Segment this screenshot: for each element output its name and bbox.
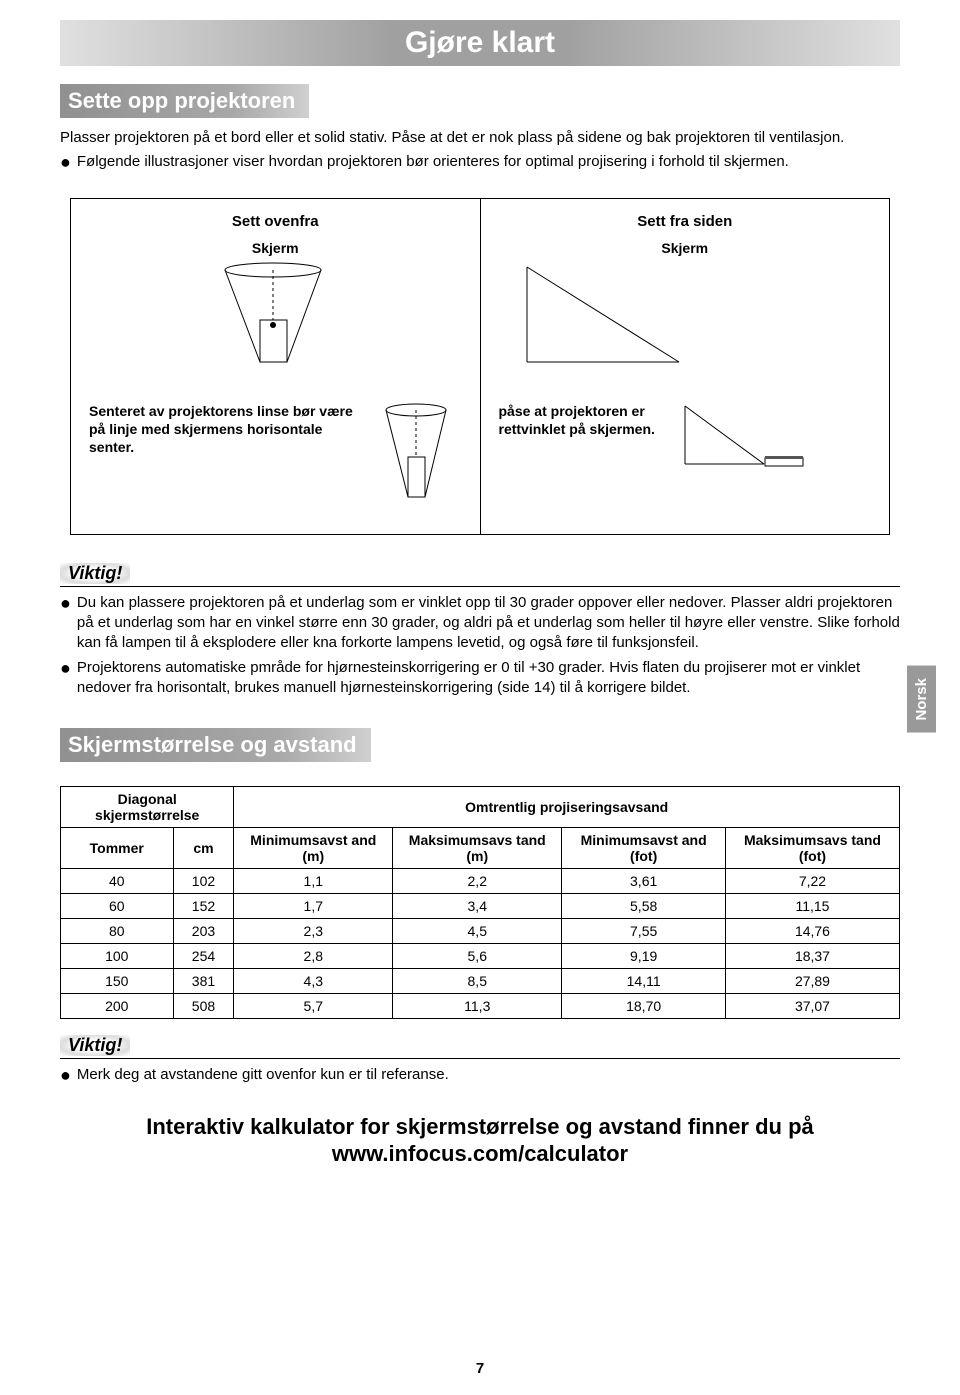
tbl-col1: Tommer [61,828,174,869]
tbl-col2: cm [173,828,234,869]
side-view-icon [519,262,699,372]
important1-b2: Projektorens automatiske pmråde for hjør… [77,658,900,699]
important-badge-1: Viktig! [60,563,130,584]
table-row: 1503814,38,514,1127,89 [61,969,900,994]
tbl-group1: Diagonal skjermstørrelse [61,787,234,828]
tbl-col3: Minimumsavst and (m) [234,828,393,869]
tbl-group2: Omtrentlig projiseringsavsand [234,787,900,828]
bullet-icon: ● [60,1065,71,1087]
side-view-small-icon [679,402,809,482]
intro-p1: Plasser projektoren på et bord eller et … [60,128,900,148]
divider [60,1058,900,1059]
footer-link-text: Interaktiv kalkulator for skjermstørrels… [60,1113,900,1168]
top-view-small-icon [372,402,462,512]
page-number: 7 [476,1360,484,1377]
top-view-icon [205,262,345,372]
important-badge-2: Viktig! [60,1035,130,1056]
tbl-col6: Maksimumsavs tand (fot) [725,828,899,869]
table-row: 802032,34,57,5514,76 [61,919,900,944]
language-tab: Norsk [907,666,936,733]
diagram-right-caption: påse at projektoren er rettvinklet på sk… [499,402,669,438]
table-row: 2005085,711,318,7037,07 [61,994,900,1019]
table-row: 401021,12,23,617,22 [61,869,900,894]
distance-table: Diagonal skjermstørrelse Omtrentlig proj… [60,786,900,1019]
diagram-right-col: Sett fra siden Skjerm påse at projektore… [481,199,890,534]
tbl-col5: Minimumsavst and (fot) [562,828,726,869]
tbl-col4: Maksimumsavs tand (m) [393,828,562,869]
diagram-container: Sett ovenfra Skjerm Senteret av projekto… [70,198,890,535]
important2-b1: Merk deg at avstandene gitt ovenfor kun … [77,1065,449,1085]
divider [60,586,900,587]
important1-b1: Du kan plassere projektoren på et underl… [77,593,900,654]
diagram-right-label: Skjerm [499,240,872,256]
diagram-left-title: Sett ovenfra [89,213,462,230]
section-setup-header: Sette opp projektoren [60,84,309,118]
diagram-left-col: Sett ovenfra Skjerm Senteret av projekto… [71,199,481,534]
bullet-icon: ● [60,658,71,680]
diagram-right-title: Sett fra siden [499,213,872,230]
page-title: Gjøre klart [60,20,900,66]
table-row: 1002542,85,69,1918,37 [61,944,900,969]
bullet-icon: ● [60,152,71,174]
intro-p2: Følgende illustrasjoner viser hvordan pr… [77,152,789,172]
table-row: 601521,73,45,5811,15 [61,894,900,919]
diagram-left-label: Skjerm [89,240,462,256]
bullet-icon: ● [60,593,71,615]
section-size-header: Skjermstørrelse og avstand [60,728,371,762]
diagram-left-caption: Senteret av projektorens linse bør være … [89,402,362,457]
